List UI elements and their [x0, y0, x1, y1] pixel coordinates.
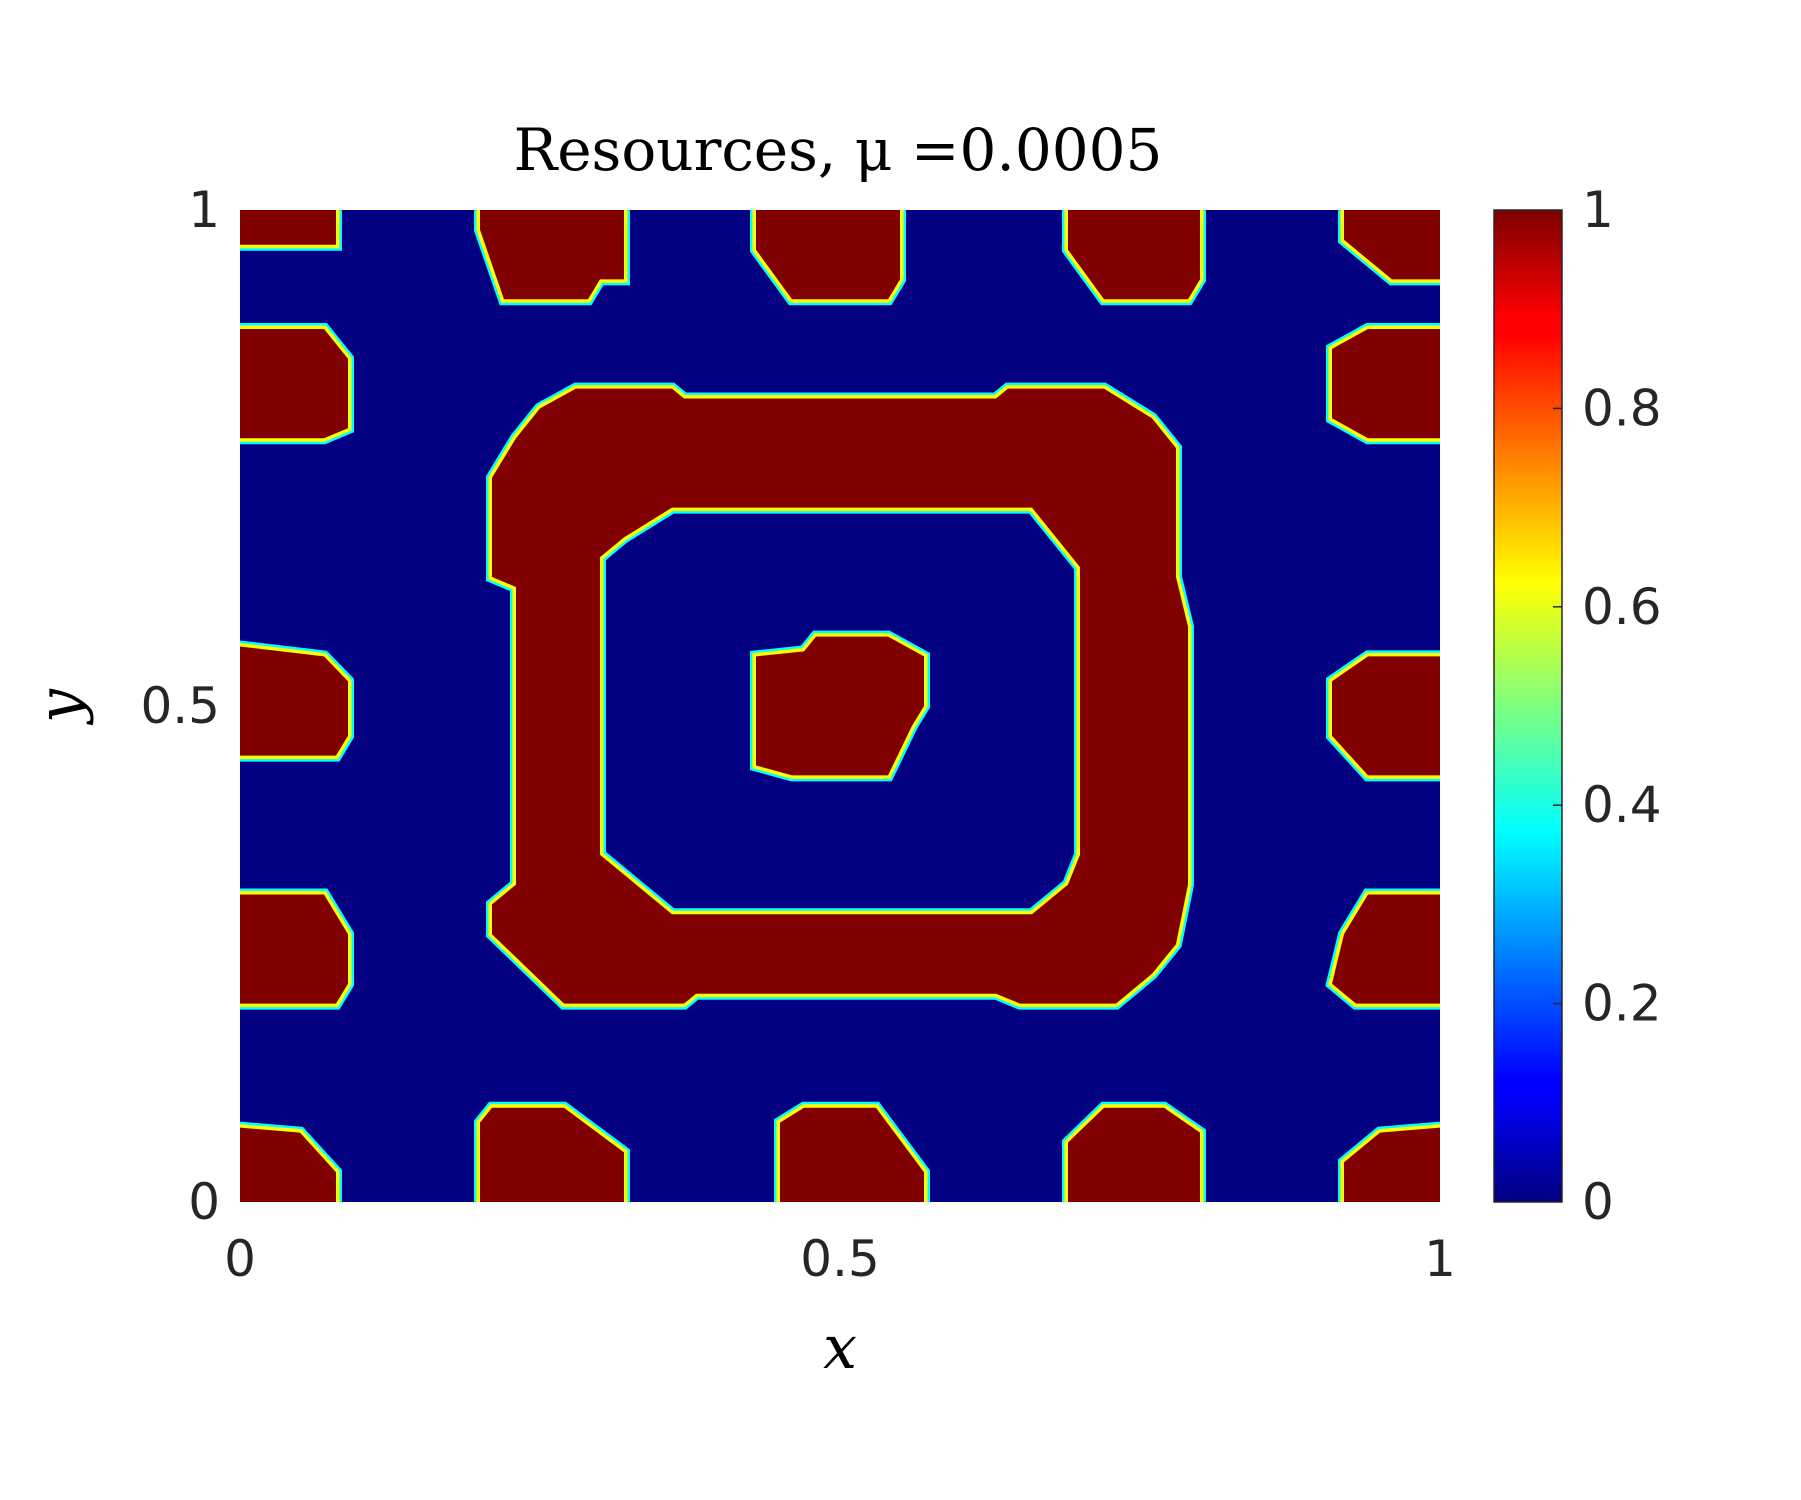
plot-area: [240, 210, 1440, 1202]
region-fill: [492, 388, 1188, 1004]
region-fill: [480, 210, 624, 300]
heatmap-region-10: [240, 888, 354, 1010]
x-tick-label: 1: [1424, 1230, 1456, 1288]
colorbar-tick-label: 0.2: [1582, 975, 1662, 1033]
region-fill: [756, 210, 900, 300]
heatmap-region-13: [474, 1101, 630, 1202]
heatmap-region-4: [1062, 210, 1206, 306]
x-tick-label: 0: [224, 1230, 256, 1288]
colorbar-gradient: [1493, 209, 1563, 1203]
region-fill: [240, 329, 348, 439]
region-fill: [240, 894, 348, 1004]
chart-title: Resources, μ =0.0005: [514, 116, 1163, 184]
colorbar-tick-label: 0.6: [1582, 578, 1662, 636]
heatmap-region-11: [1325, 888, 1440, 1010]
heatmap-region-2: [474, 210, 630, 306]
region-fill: [1344, 210, 1440, 280]
heatmap-region-17: [750, 630, 930, 782]
y-tick-label: 1: [188, 181, 220, 239]
heatmap-region-5: [1338, 210, 1440, 286]
colorbar-tick-label: 1: [1582, 181, 1614, 239]
heatmap-region-7: [1326, 323, 1440, 445]
heatmap-region-15: [1062, 1101, 1206, 1202]
y-axis-label: y: [25, 688, 95, 726]
colorbar-tick-label: 0.8: [1582, 379, 1662, 437]
region-fill: [756, 636, 924, 776]
x-axis-ticks: 0 0.5 1: [224, 1230, 1456, 1288]
y-tick-label: 0: [188, 1173, 220, 1231]
colorbar-ticks: 0 0.2 0.4 0.6 0.8 1: [1553, 181, 1662, 1231]
heatmap-region-18: [486, 382, 1194, 1010]
region-fill: [1332, 894, 1440, 1004]
heatmap-regions: [240, 210, 1440, 1202]
colorbar: 0 0.2 0.4 0.6 0.8 1: [1493, 181, 1662, 1231]
heatmap-region-14: [774, 1101, 930, 1202]
heatmap-region-8: [240, 640, 354, 762]
y-axis-ticks: 00.51: [140, 181, 220, 1231]
y-tick-label: 0.5: [140, 677, 220, 735]
region-fill: [1068, 1107, 1200, 1202]
heatmap-region-12: [240, 1121, 342, 1202]
region-fill: [1332, 656, 1440, 776]
region-fill: [240, 210, 336, 245]
region-fill: [1332, 329, 1440, 439]
colorbar-tick-label: 0: [1582, 1173, 1614, 1231]
x-tick-label: 0.5: [800, 1230, 880, 1288]
heatmap-region-1: [240, 210, 342, 251]
region-fill: [240, 646, 348, 756]
region-fill: [780, 1107, 924, 1202]
region-fill: [480, 1107, 624, 1202]
x-axis-label: x: [823, 1313, 857, 1383]
heatmap-region-16: [1338, 1121, 1440, 1202]
region-fill: [1344, 1127, 1440, 1202]
colorbar-tick-label: 0.4: [1582, 776, 1662, 834]
heatmap-region-9: [1326, 650, 1440, 782]
heatmap-region-6: [240, 323, 354, 445]
heatmap-region-3: [750, 210, 906, 306]
region-fill: [1068, 210, 1200, 300]
region-fill: [240, 1127, 336, 1202]
